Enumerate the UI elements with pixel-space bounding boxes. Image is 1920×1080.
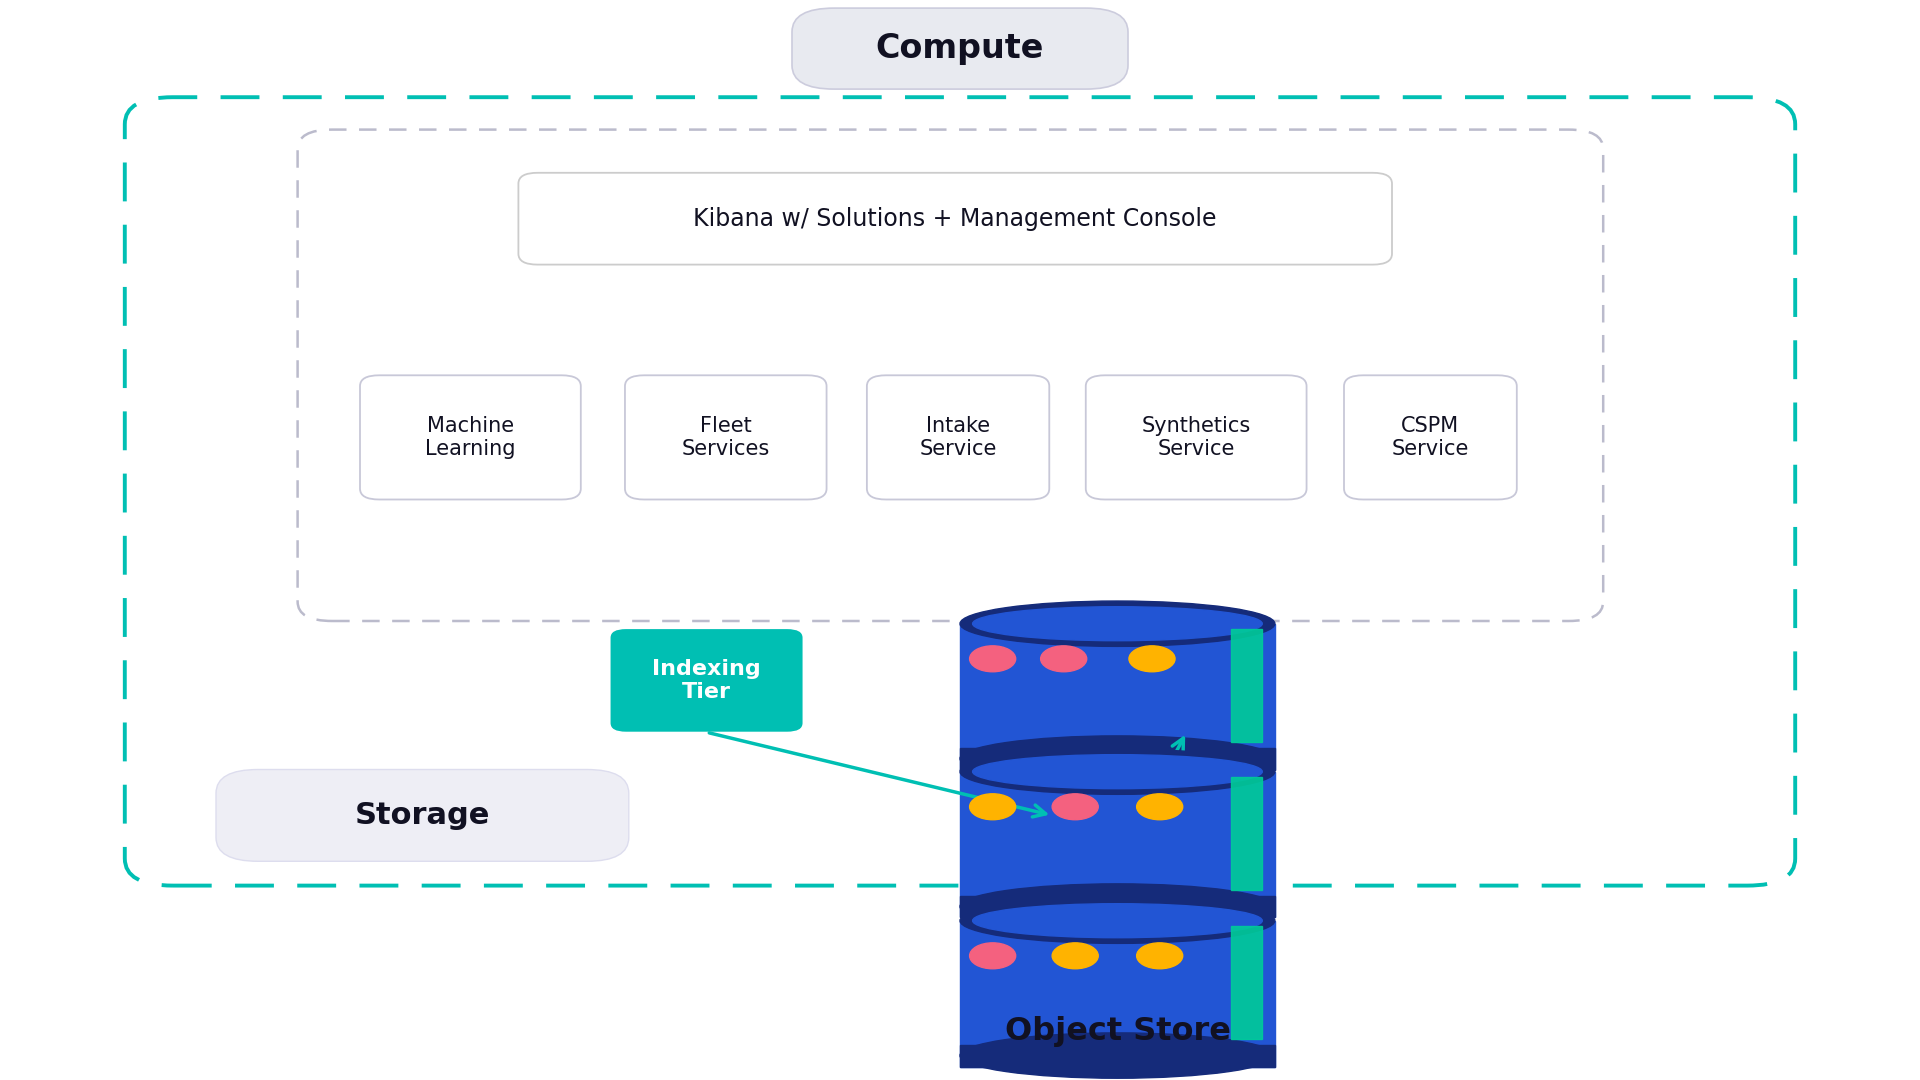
Text: Search
Tier: Search Tier: [1144, 659, 1229, 702]
FancyBboxPatch shape: [1087, 376, 1306, 499]
FancyBboxPatch shape: [868, 376, 1048, 499]
Text: Intake
Service: Intake Service: [920, 416, 996, 459]
Bar: [960, 1044, 1275, 1067]
Ellipse shape: [973, 904, 1261, 937]
Bar: [1231, 926, 1261, 1039]
Text: Kibana w/ Solutions + Management Console: Kibana w/ Solutions + Management Console: [693, 206, 1217, 231]
Circle shape: [970, 794, 1016, 820]
Bar: [960, 623, 1275, 769]
Text: Compute: Compute: [876, 32, 1044, 65]
Circle shape: [1137, 794, 1183, 820]
Text: Storage: Storage: [355, 801, 490, 829]
Ellipse shape: [973, 607, 1261, 640]
FancyBboxPatch shape: [626, 376, 826, 499]
Ellipse shape: [960, 883, 1275, 929]
Text: Object Store: Object Store: [1004, 1016, 1231, 1047]
Circle shape: [1041, 646, 1087, 672]
FancyBboxPatch shape: [1100, 629, 1273, 732]
Circle shape: [1129, 646, 1175, 672]
Bar: [1231, 629, 1261, 742]
Ellipse shape: [960, 1032, 1275, 1078]
Circle shape: [970, 646, 1016, 672]
Ellipse shape: [960, 750, 1275, 795]
Circle shape: [1052, 943, 1098, 969]
Text: CSPM
Service: CSPM Service: [1392, 416, 1469, 459]
Ellipse shape: [960, 600, 1275, 646]
Circle shape: [970, 943, 1016, 969]
Text: Synthetics
Service: Synthetics Service: [1142, 416, 1250, 459]
Ellipse shape: [960, 735, 1275, 781]
FancyBboxPatch shape: [611, 629, 803, 732]
Circle shape: [1137, 943, 1183, 969]
FancyBboxPatch shape: [215, 769, 630, 862]
Bar: [960, 747, 1275, 769]
Text: Fleet
Services: Fleet Services: [682, 416, 770, 459]
Bar: [1231, 778, 1261, 890]
Ellipse shape: [973, 755, 1261, 788]
Ellipse shape: [960, 899, 1275, 944]
Text: Machine
Learning: Machine Learning: [424, 416, 516, 459]
Text: Indexing
Tier: Indexing Tier: [653, 659, 760, 702]
FancyBboxPatch shape: [791, 9, 1127, 90]
FancyBboxPatch shape: [1344, 376, 1517, 499]
Bar: [960, 895, 1275, 918]
Bar: [960, 920, 1275, 1067]
Circle shape: [1052, 794, 1098, 820]
FancyBboxPatch shape: [361, 376, 580, 499]
Bar: [960, 771, 1275, 918]
FancyBboxPatch shape: [518, 173, 1392, 265]
